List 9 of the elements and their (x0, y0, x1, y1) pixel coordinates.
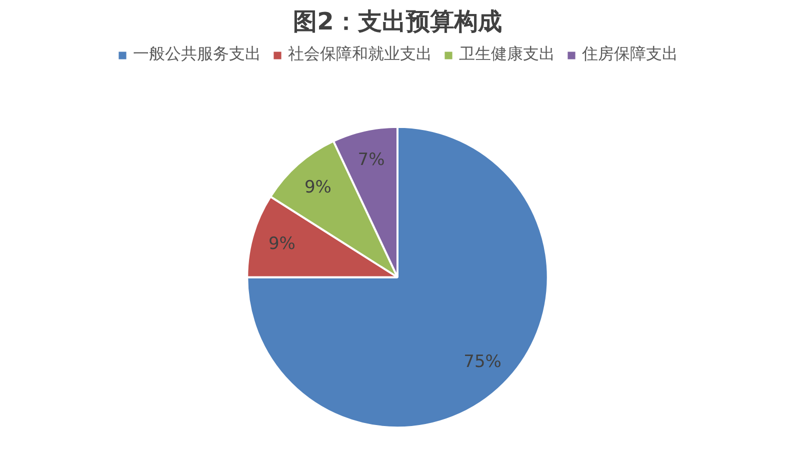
data-label: 9% (268, 234, 296, 254)
legend-label: 住房保障支出 (582, 44, 678, 65)
data-label: 75% (464, 352, 502, 372)
data-label: 7% (358, 150, 385, 170)
chart-title: 图2：支出预算构成 (293, 8, 502, 36)
legend-label: 社会保障和就业支出 (288, 44, 432, 65)
legend-label: 卫生健康支出 (459, 44, 555, 65)
data-label: 9% (304, 177, 332, 198)
legend-label: 一般公共服务支出 (133, 44, 261, 65)
